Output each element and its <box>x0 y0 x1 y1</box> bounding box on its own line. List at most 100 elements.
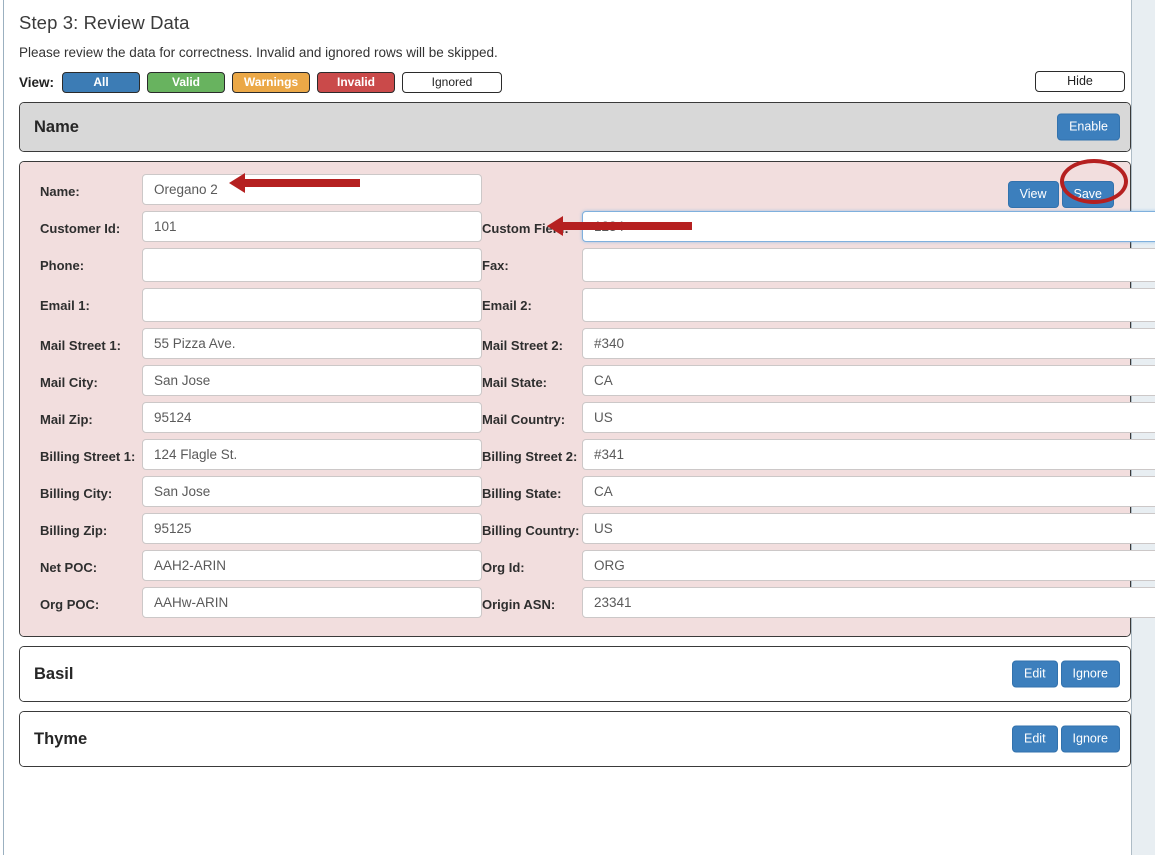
customer-id-input[interactable] <box>142 211 482 242</box>
email-1-input[interactable] <box>142 288 482 322</box>
page-container: Step 3: Review Data Please review the da… <box>5 0 1155 855</box>
record-header-title: Name <box>34 117 79 136</box>
page-description: Please review the data for correctness. … <box>19 45 498 60</box>
field-mail-country: Mail Country: <box>482 402 1155 433</box>
field-billing-city: Billing City: <box>40 476 482 507</box>
field-mail-state-label: Mail State: <box>482 375 548 390</box>
field-phone-label: Phone: <box>40 258 85 273</box>
billing-country-input[interactable] <box>582 513 1155 544</box>
annotation-arrow-custom-field <box>547 216 692 236</box>
mail-city-input[interactable] <box>142 365 482 396</box>
billing-city-input[interactable] <box>142 476 482 507</box>
field-mail-street-2: Mail Street 2: <box>482 328 1155 359</box>
filter-button-ignored[interactable]: Ignored <box>402 71 503 93</box>
field-billing-state-label: Billing State: <box>482 486 562 501</box>
record-header-bar: Name Enable <box>20 103 1130 151</box>
annotation-arrow-name-field <box>229 173 360 193</box>
form-row-phone: Phone: Fax: <box>40 248 1155 282</box>
field-email-2: Email 2: <box>482 288 1155 322</box>
field-billing-country: Billing Country: <box>482 513 1155 544</box>
field-mail-state: Mail State: <box>482 365 1155 396</box>
field-billing-zip-label: Billing Zip: <box>40 523 108 538</box>
field-fax-label: Fax: <box>482 258 509 273</box>
field-billing-state: Billing State: <box>482 476 1155 507</box>
form-row-billing-street: Billing Street 1: Billing Street 2: <box>40 439 1155 470</box>
field-origin-asn: Origin ASN: <box>482 587 1155 618</box>
net-poc-input[interactable] <box>142 550 482 581</box>
field-mail-city-label: Mail City: <box>40 375 98 390</box>
filter-button-invalid[interactable]: Invalid <box>317 71 396 93</box>
field-billing-city-label: Billing City: <box>40 486 113 501</box>
field-customer-id: Customer Id: <box>40 211 482 242</box>
org-id-input[interactable] <box>582 550 1155 581</box>
field-mail-zip: Mail Zip: <box>40 402 482 433</box>
form-row-mail-street: Mail Street 1: Mail Street 2: <box>40 328 1155 359</box>
email-2-input[interactable] <box>582 288 1155 322</box>
phone-input[interactable] <box>142 248 482 282</box>
field-phone: Phone: <box>40 248 482 282</box>
field-email-1-label: Email 1: <box>40 298 90 313</box>
field-fax: Fax: <box>482 248 1155 282</box>
filter-button-all[interactable]: All <box>62 71 141 93</box>
collapsed-panel-thyme-title: Thyme <box>34 729 88 748</box>
mail-state-input[interactable] <box>582 365 1155 396</box>
collapsed-panel-thyme[interactable]: Thyme Edit Ignore <box>19 711 1131 767</box>
view-filter-label: View: <box>19 74 55 90</box>
collapsed-panel-basil-title: Basil <box>34 664 74 683</box>
mail-country-input[interactable] <box>582 402 1155 433</box>
org-poc-input[interactable] <box>142 587 482 618</box>
record-header-actions: Enable <box>1057 113 1120 141</box>
field-origin-asn-label: Origin ASN: <box>482 597 556 612</box>
field-customer-id-label: Customer Id: <box>40 221 121 236</box>
edit-button-thyme[interactable]: Edit <box>1012 725 1058 753</box>
page-left-border <box>0 0 4 855</box>
billing-street-2-input[interactable] <box>582 439 1155 470</box>
field-org-id: Org Id: <box>482 550 1155 581</box>
form-row-billing-city: Billing City: Billing State: <box>40 476 1155 507</box>
form-row-net-poc: Net POC: Org Id: <box>40 550 1155 581</box>
field-email-1: Email 1: <box>40 288 482 322</box>
field-net-poc-label: Net POC: <box>40 560 98 575</box>
form-row-email: Email 1: Email 2: <box>40 288 1155 322</box>
form-row-billing-zip: Billing Zip: Billing Country: <box>40 513 1155 544</box>
field-billing-country-label: Billing Country: <box>482 523 580 538</box>
collapsed-panel-basil[interactable]: Basil Edit Ignore <box>19 646 1131 702</box>
field-mail-street-1: Mail Street 1: <box>40 328 482 359</box>
field-email-2-label: Email 2: <box>482 298 532 313</box>
form-row-name: Name: <box>40 174 1114 205</box>
filter-button-valid[interactable]: Valid <box>147 71 226 93</box>
field-org-poc-label: Org POC: <box>40 597 100 612</box>
origin-asn-input[interactable] <box>582 587 1155 618</box>
field-billing-street-1-label: Billing Street 1: <box>40 449 136 464</box>
ignore-button-thyme[interactable]: Ignore <box>1060 725 1120 753</box>
collapsed-panel-basil-bar: Basil Edit Ignore <box>20 647 1130 701</box>
billing-zip-input[interactable] <box>142 513 482 544</box>
field-billing-zip: Billing Zip: <box>40 513 482 544</box>
save-button[interactable]: Save <box>1061 181 1114 208</box>
page-title: Step 3: Review Data <box>19 12 190 33</box>
filter-button-warnings[interactable]: Warnings <box>232 71 311 93</box>
record-form-panel: View Save Name: Customer Id: <box>19 161 1155 637</box>
field-mail-zip-label: Mail Zip: <box>40 412 93 427</box>
enable-button[interactable]: Enable <box>1057 113 1120 141</box>
field-org-poc: Org POC: <box>40 587 482 618</box>
collapsed-panel-thyme-actions: Edit Ignore <box>1012 725 1120 753</box>
field-mail-street-2-label: Mail Street 2: <box>482 338 563 353</box>
view-button[interactable]: View <box>1007 181 1059 208</box>
edit-button-basil[interactable]: Edit <box>1012 660 1058 688</box>
hide-button[interactable]: Hide <box>1035 71 1125 92</box>
mail-street-2-input[interactable] <box>582 328 1155 359</box>
billing-state-input[interactable] <box>582 476 1155 507</box>
field-mail-country-label: Mail Country: <box>482 412 566 427</box>
field-billing-street-2: Billing Street 2: <box>482 439 1155 470</box>
mail-street-1-input[interactable] <box>142 328 482 359</box>
fax-input[interactable] <box>582 248 1155 282</box>
mail-zip-input[interactable] <box>142 402 482 433</box>
billing-street-1-input[interactable] <box>142 439 482 470</box>
view-filter-bar: View: All Valid Warnings Invalid Ignored… <box>19 71 1130 93</box>
ignore-button-basil[interactable]: Ignore <box>1060 660 1120 688</box>
form-row-org-poc: Org POC: Origin ASN: <box>40 587 1155 618</box>
field-billing-street-1: Billing Street 1: <box>40 439 482 470</box>
record-header-panel: Name Enable <box>19 102 1131 152</box>
field-mail-city: Mail City: <box>40 365 482 396</box>
